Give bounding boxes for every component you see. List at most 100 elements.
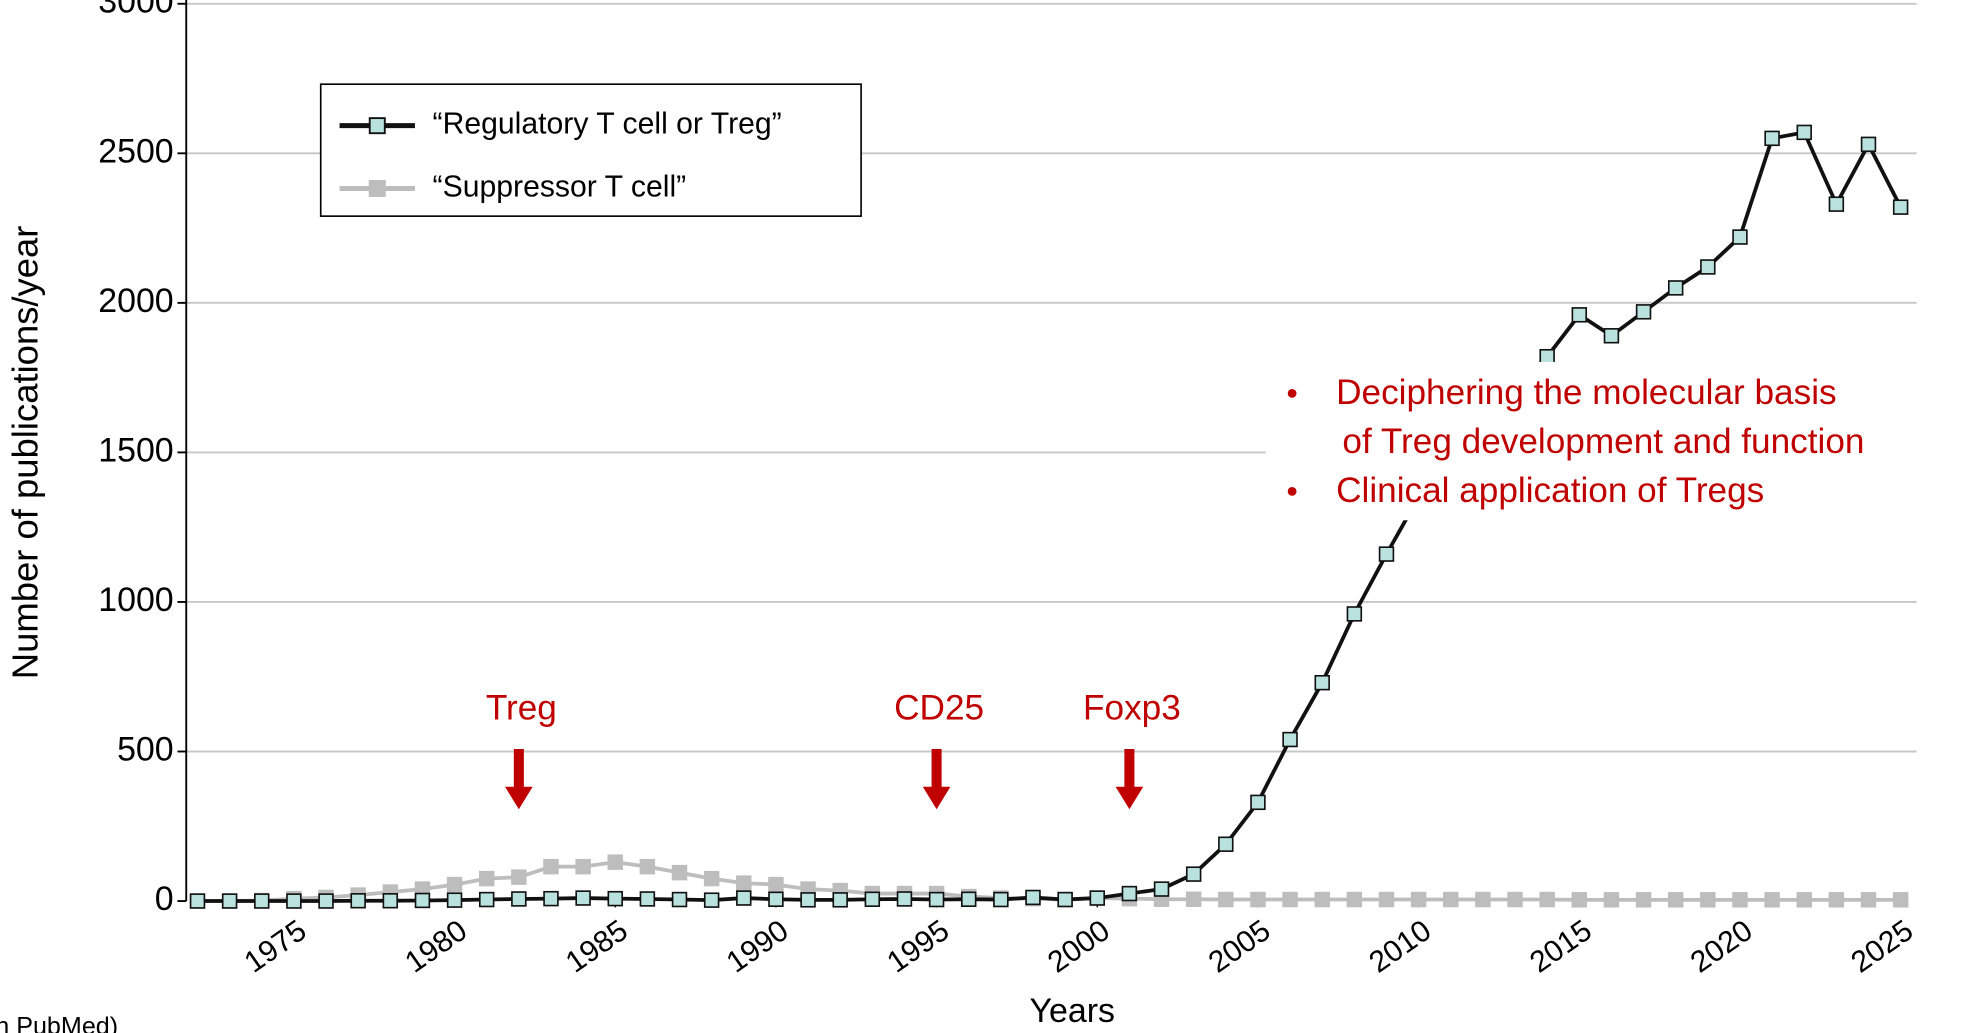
legend-marker: [368, 180, 386, 197]
data-point: [832, 892, 848, 908]
data-point: [1635, 304, 1652, 320]
data-point: [1635, 892, 1652, 908]
data-point: [1571, 892, 1588, 908]
note-text: of Treg development and function: [1342, 422, 1864, 461]
data-point: [575, 890, 591, 906]
data-point: [768, 891, 784, 907]
data-point: [478, 891, 495, 908]
legend-marker: [368, 117, 386, 135]
y-axis-label: Number of publications/year: [5, 226, 46, 680]
data-point: [1025, 889, 1041, 906]
data-point: [736, 890, 752, 906]
data-point: [414, 892, 431, 909]
notes-background: [1265, 361, 1971, 521]
x-tick-label: 2005: [1203, 914, 1277, 980]
data-point: [254, 893, 270, 909]
annotation: Treg: [486, 688, 557, 727]
data-point: [1892, 892, 1909, 908]
data-point: [607, 854, 623, 870]
data-point: [1667, 280, 1684, 296]
data-point: [703, 870, 720, 887]
data-point: [1346, 606, 1363, 622]
data-point: [1089, 890, 1105, 906]
data-point: [800, 892, 816, 908]
y-tick-label: 2000: [98, 282, 173, 320]
data-point: [543, 890, 559, 907]
data-point: [1571, 307, 1588, 323]
annotation-arrow: [1115, 748, 1144, 810]
annotation-arrow: [922, 748, 951, 810]
data-point: [1732, 892, 1748, 908]
data-point: [1314, 891, 1330, 908]
y-tick-label: 1500: [98, 431, 173, 469]
data-point: [1218, 891, 1234, 908]
data-point: [607, 890, 623, 907]
data-point: [221, 893, 238, 909]
y-tick-label: 3000: [98, 0, 173, 21]
data-point: [1892, 199, 1909, 215]
data-point: [1764, 130, 1780, 147]
x-tick-label: 2015: [1524, 914, 1598, 980]
x-tick-label: 2020: [1685, 914, 1759, 980]
data-point: [703, 892, 720, 908]
data-point: [1539, 891, 1555, 908]
data-point: [1667, 892, 1684, 908]
data-point: [928, 891, 945, 908]
data-point: [1378, 891, 1395, 908]
data-point: [1507, 891, 1523, 908]
y-tick-label: 500: [117, 730, 174, 768]
data-point: [1282, 891, 1298, 908]
note-text: Clinical application of Tregs: [1336, 471, 1764, 510]
x-tick-label: 2025: [1845, 914, 1919, 980]
data-point: [671, 891, 688, 908]
data-point: [1700, 892, 1716, 908]
data-point: [1700, 259, 1716, 275]
data-point: [864, 891, 881, 907]
annotation: CD25: [894, 688, 984, 727]
data-point: [446, 876, 463, 893]
legend-box: [319, 83, 862, 217]
x-tick-label: 2000: [1042, 914, 1116, 980]
data-point: [511, 891, 527, 907]
data-point: [1764, 892, 1780, 908]
data-point: [1539, 348, 1555, 365]
data-point: [1282, 731, 1298, 748]
annotation-arrow: [505, 748, 533, 810]
data-point: [1153, 881, 1170, 897]
data-point: [768, 876, 784, 893]
data-point: [1378, 546, 1395, 562]
data-point: [1860, 892, 1877, 908]
legend-label: “Regulatory T cell or Treg”: [433, 108, 782, 141]
x-tick-label: 2010: [1363, 914, 1437, 980]
data-point: [1121, 885, 1138, 902]
x-tick-label: 1995: [881, 914, 955, 980]
note-text: Deciphering the molecular basis: [1336, 373, 1836, 412]
data-point: [1218, 836, 1234, 852]
data-point: [1796, 892, 1812, 908]
data-point: [511, 869, 527, 885]
y-tick-label: 1000: [98, 581, 173, 619]
data-point: [1250, 794, 1266, 811]
data-point: [1250, 891, 1266, 908]
bullet: [1287, 486, 1297, 496]
data-point: [1828, 892, 1845, 908]
data-point: [961, 891, 977, 907]
data-point: [446, 892, 463, 908]
data-point: [639, 891, 656, 907]
data-point: [736, 875, 752, 891]
data-point: [1603, 892, 1620, 908]
y-tick-label: 0: [155, 880, 174, 918]
data-point: [382, 893, 399, 909]
x-tick-label: 1990: [721, 914, 795, 980]
data-point: [1346, 891, 1363, 908]
bullet: [1287, 388, 1297, 398]
data-point: [1828, 196, 1845, 212]
y-tick-label: 2500: [98, 132, 173, 170]
data-point: [543, 858, 559, 875]
data-point: [1410, 891, 1427, 908]
data-point: [993, 891, 1009, 908]
data-point: [1796, 124, 1812, 141]
data-point: [896, 891, 913, 907]
data-point: [639, 858, 656, 875]
